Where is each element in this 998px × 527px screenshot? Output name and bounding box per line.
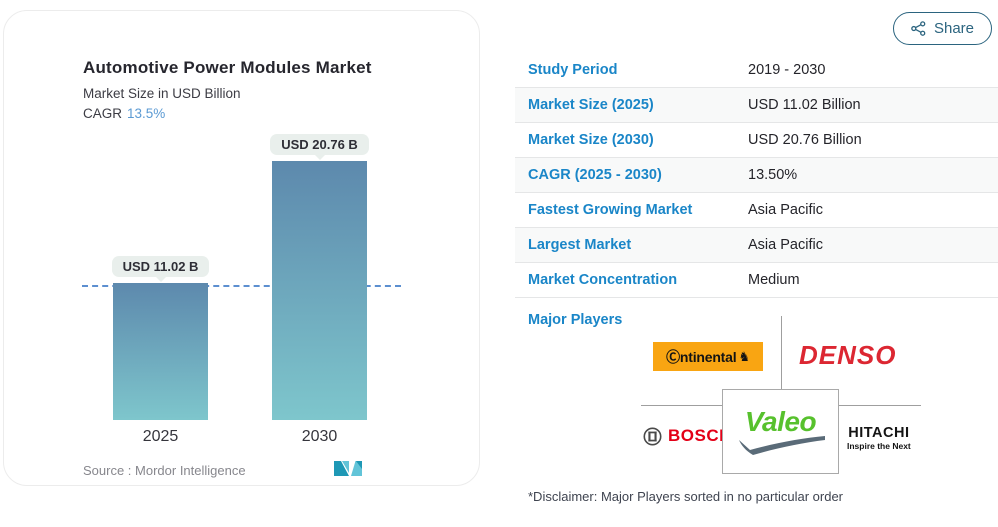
chart-title: Automotive Power Modules Market (83, 58, 372, 77)
row-value: Medium (748, 272, 800, 288)
hitachi-wordmark: HITACHI (848, 425, 910, 441)
pill-tail (155, 277, 166, 282)
continental-logo: Ⓒntinental ♞ (653, 342, 763, 371)
major-players-label: Major Players (528, 312, 623, 328)
row-label: Largest Market (528, 237, 632, 253)
row-label: Study Period (528, 62, 618, 78)
connector-line-left (641, 405, 722, 406)
chart-card: Automotive Power Modules Market Market S… (3, 10, 480, 486)
connector-line-vertical (781, 316, 782, 389)
chart-subtitle: Market Size in USD Billion (83, 86, 241, 101)
table-row: Market Size (2030) USD 20.76 Billion (515, 123, 998, 158)
valeo-swoosh-icon (738, 435, 825, 455)
row-label: Market Size (2030) (528, 132, 654, 148)
table-row: Study Period 2019 - 2030 (515, 53, 998, 88)
source-attribution: Source : Mordor Intelligence (83, 463, 246, 478)
bar-value-label-2025: USD 11.02 B (111, 256, 210, 282)
bar-group-2025: USD 11.02 B 2025 (111, 256, 210, 445)
connector-line-right (839, 405, 921, 406)
x-axis-label-2025: 2025 (142, 428, 179, 445)
x-axis-label-2030: 2030 (301, 428, 338, 445)
bar-value-text: USD 11.02 B (122, 259, 199, 274)
bar-value-label-2030: USD 20.76 B (270, 134, 369, 160)
hitachi-tagline: Inspire the Next (847, 441, 911, 451)
table-row: Market Concentration Medium (515, 263, 998, 298)
table-row: CAGR (2025 - 2030) 13.50% (515, 158, 998, 193)
dashed-reference-line (82, 285, 401, 287)
row-label: Market Size (2025) (528, 97, 654, 113)
share-icon (911, 21, 926, 36)
cagr-value: 13.5% (127, 106, 166, 121)
bosch-armature-icon (643, 427, 662, 445)
table-row: Fastest Growing Market Asia Pacific (515, 193, 998, 228)
bar-2030[interactable] (272, 161, 367, 420)
share-button[interactable]: Share (892, 12, 992, 45)
table-row: Largest Market Asia Pacific (515, 228, 998, 263)
continental-wordmark: Ⓒntinental (666, 348, 737, 365)
fact-table: Study Period 2019 - 2030 Market Size (202… (515, 53, 998, 298)
continental-horse-icon: ♞ (738, 348, 750, 364)
row-value: USD 11.02 Billion (748, 97, 861, 113)
row-value: Asia Pacific (748, 202, 823, 218)
denso-logo: DENSO (799, 340, 897, 370)
row-value: 2019 - 2030 (748, 62, 826, 78)
disclaimer-text: *Disclaimer: Major Players sorted in no … (528, 489, 844, 504)
bar-2025[interactable] (113, 283, 208, 420)
hitachi-logo: HITACHI Inspire the Next (847, 426, 911, 451)
row-label: CAGR (2025 - 2030) (528, 167, 662, 183)
row-label: Fastest Growing Market (528, 202, 693, 218)
cagr-line: CAGR 13.5% (83, 106, 165, 121)
bar-group-2030: USD 20.76 B 2030 (270, 134, 369, 445)
row-label: Market Concentration (528, 272, 678, 288)
bosch-logo: BOSCH (643, 426, 732, 446)
valeo-wordmark: Valeo (744, 405, 817, 437)
row-value: Asia Pacific (748, 237, 823, 253)
share-button-label: Share (933, 20, 974, 37)
row-value: USD 20.76 Billion (748, 132, 862, 148)
cagr-label: CAGR (83, 106, 123, 121)
table-row: Market Size (2025) USD 11.02 Billion (515, 88, 998, 123)
bosch-wordmark: BOSCH (668, 426, 732, 445)
mordor-intelligence-logo-icon (334, 461, 362, 476)
bar-value-text: USD 20.76 B (281, 137, 358, 152)
row-value: 13.50% (748, 167, 798, 183)
pill-tail (314, 155, 325, 160)
valeo-logo: Valeo (722, 389, 839, 474)
